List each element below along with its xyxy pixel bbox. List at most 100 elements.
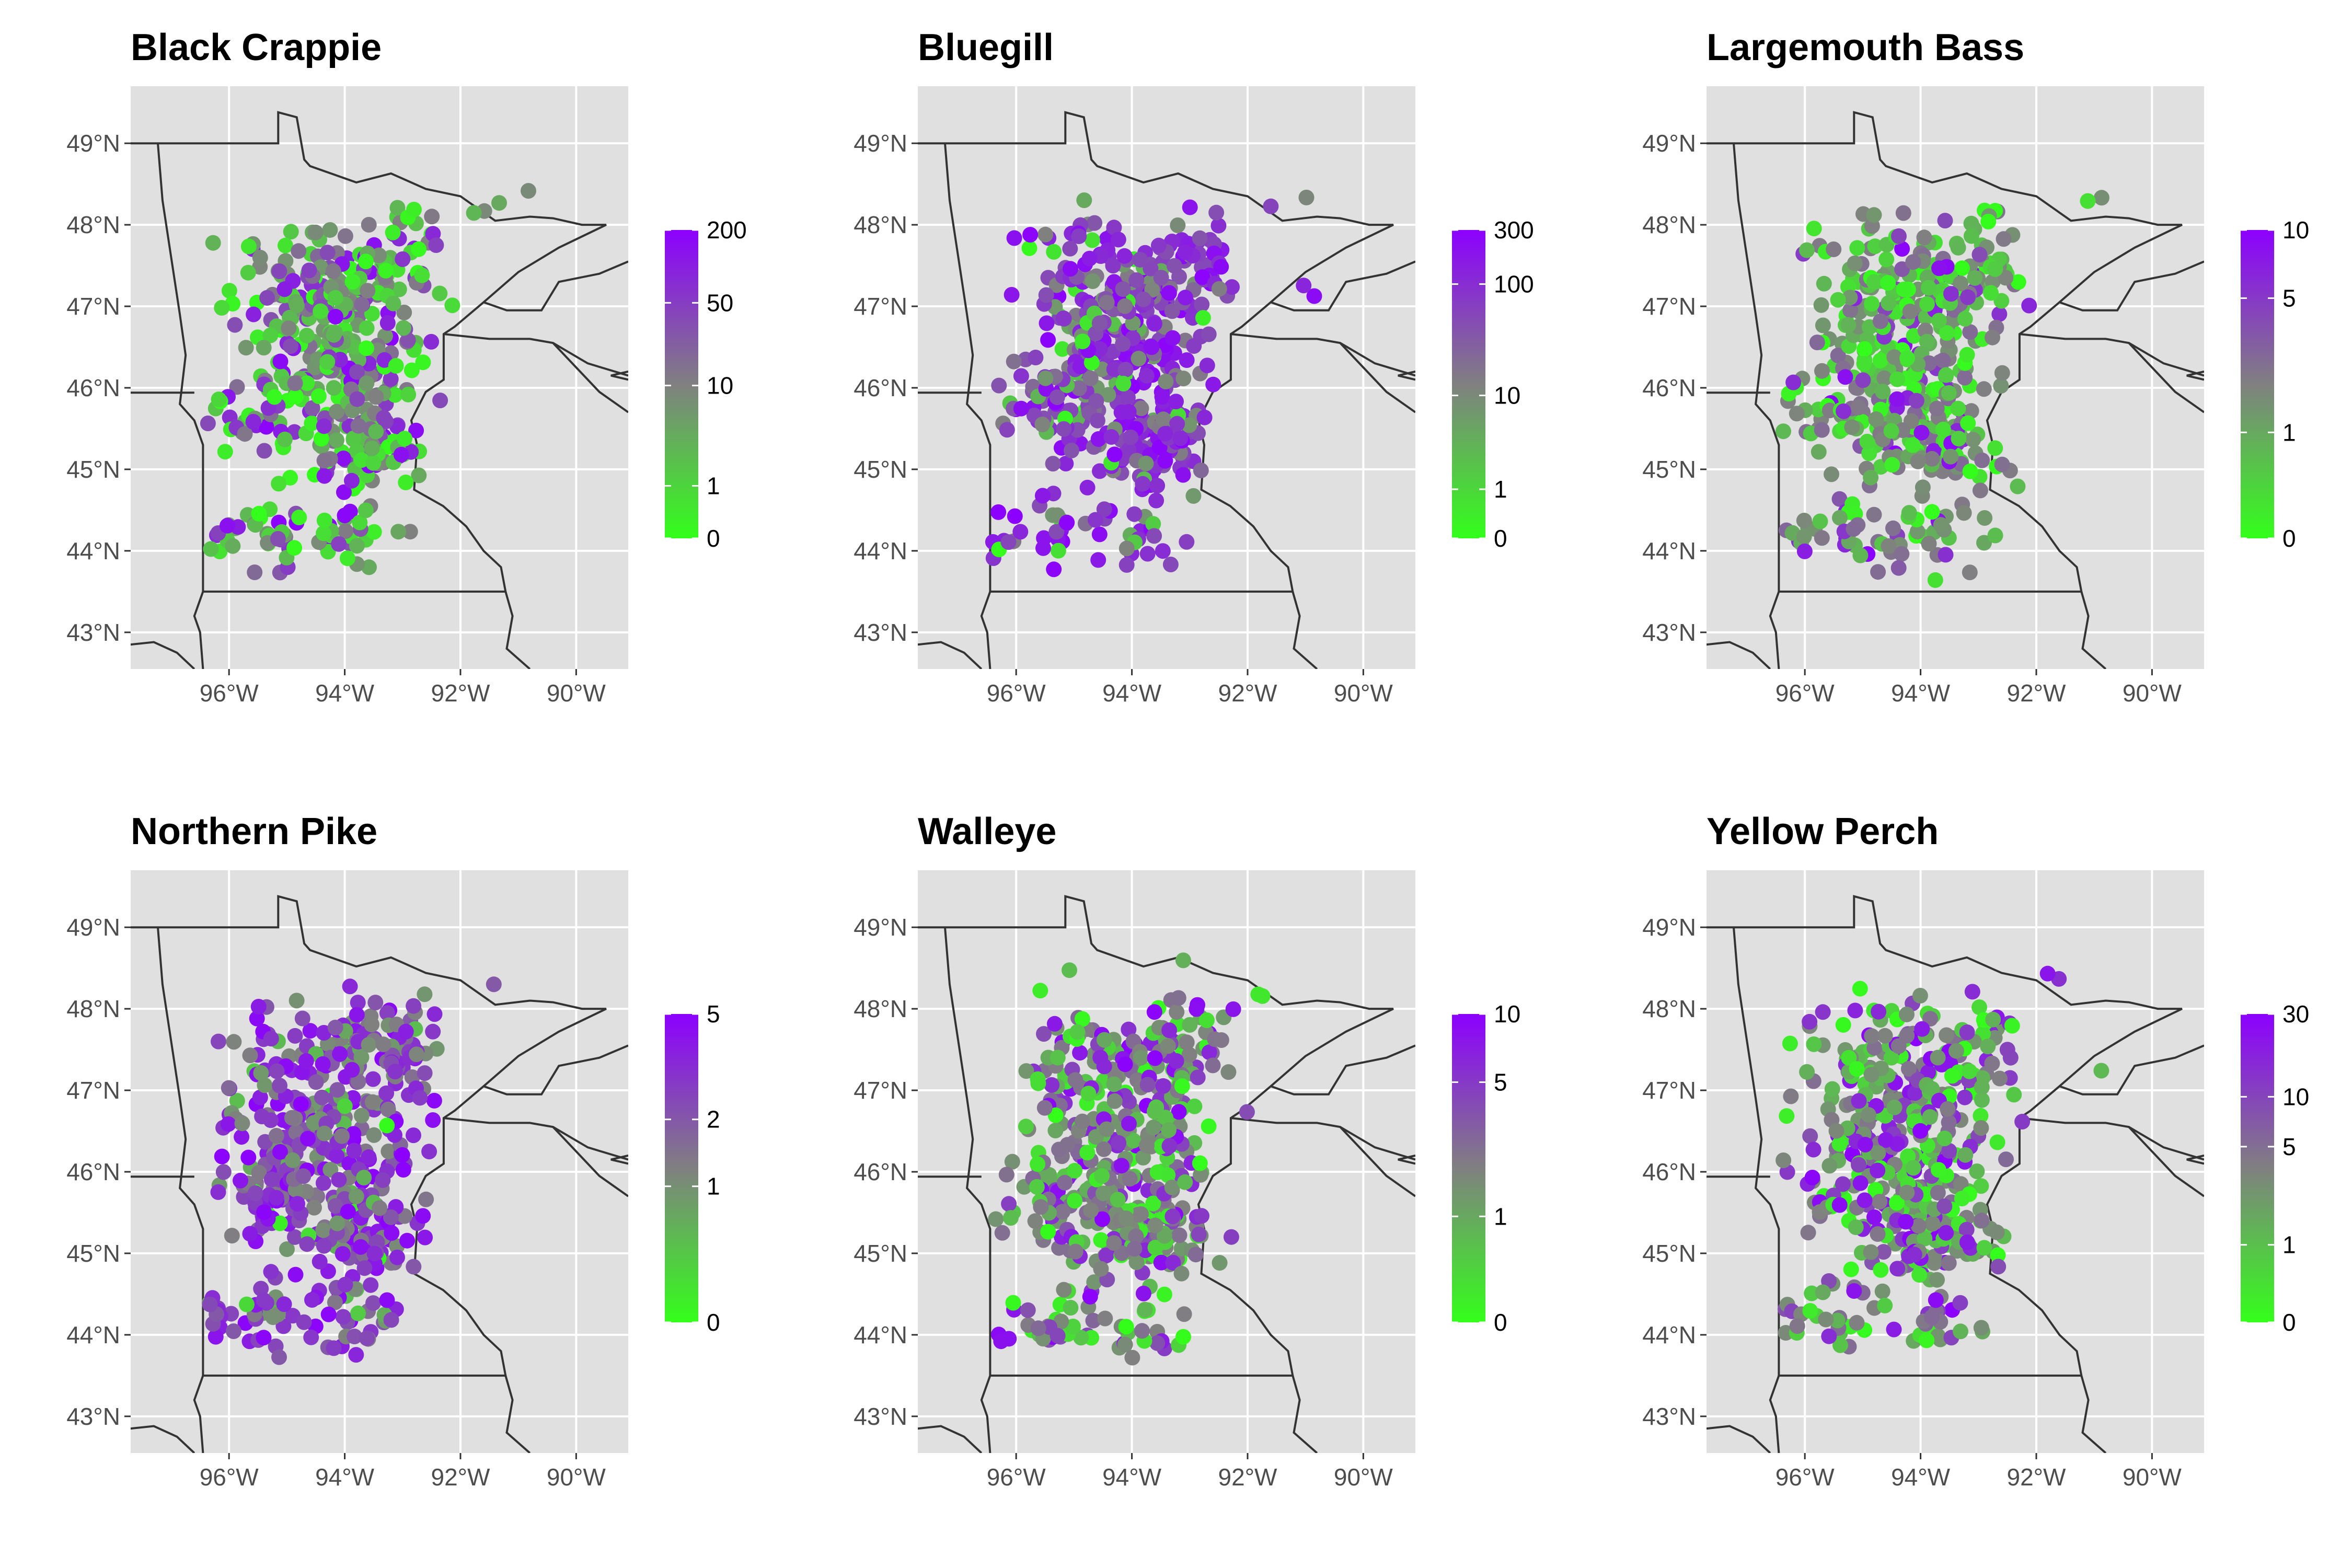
site-point: [287, 388, 304, 405]
lat-tick-label: 45°N: [66, 456, 120, 483]
site-point: [329, 403, 345, 420]
site-point: [1875, 1244, 1892, 1260]
site-point: [1174, 1078, 1190, 1094]
site-point: [247, 564, 263, 580]
site-point: [1035, 540, 1051, 556]
site-point: [1886, 349, 1903, 365]
site-point: [1783, 1088, 1799, 1104]
site-point: [1153, 1254, 1169, 1271]
site-point: [1082, 370, 1099, 386]
site-point: [1224, 279, 1240, 295]
site-point: [1154, 389, 1170, 405]
site-point: [1870, 1226, 1886, 1242]
site-point: [1927, 572, 1943, 588]
site-point: [283, 224, 299, 240]
site-point: [1096, 1141, 1112, 1157]
colorbar-tick-label: 0: [707, 1309, 720, 1336]
site-point: [1050, 1050, 1066, 1066]
site-point: [359, 320, 375, 336]
site-point: [1090, 552, 1106, 568]
site-point: [1175, 952, 1191, 969]
site-point: [315, 1175, 331, 1191]
site-point: [238, 340, 254, 356]
colorbar-tick-label: 2: [707, 1106, 720, 1133]
site-point: [1018, 1119, 1034, 1135]
site-point: [1957, 1147, 1974, 1163]
site-point: [316, 525, 332, 541]
site-point: [1030, 1075, 1046, 1091]
lon-tick-label: 96°W: [200, 1463, 259, 1491]
site-point: [1071, 228, 1087, 244]
site-point: [1895, 422, 1910, 438]
lat-tick-label: 43°N: [1642, 619, 1696, 646]
site-point: [356, 1260, 373, 1276]
site-point: [1840, 317, 1857, 333]
site-point: [1138, 455, 1154, 471]
site-point: [345, 1126, 362, 1142]
site-point: [1832, 1337, 1848, 1353]
lat-tick-label: 43°N: [854, 619, 907, 646]
site-point: [1160, 1167, 1176, 1183]
site-point: [1106, 361, 1122, 377]
site-point: [1996, 231, 2012, 247]
site-point: [335, 1246, 351, 1262]
site-point: [1046, 561, 1062, 578]
colorbar-tick-label: 5: [2282, 1133, 2296, 1160]
site-point: [1886, 1321, 1902, 1338]
site-point: [1805, 1142, 1821, 1158]
site-point: [1880, 275, 1896, 291]
site-point: [287, 1229, 303, 1245]
site-point: [1092, 1050, 1109, 1066]
site-point: [263, 1264, 279, 1280]
site-point: [316, 512, 332, 528]
site-point: [1852, 1175, 1869, 1191]
site-point: [1905, 1160, 1921, 1176]
site-point: [1987, 527, 2003, 544]
site-point: [349, 364, 365, 380]
site-point: [350, 1074, 366, 1090]
site-point: [1971, 999, 1987, 1016]
site-point: [1013, 400, 1029, 417]
site-point: [210, 1184, 226, 1200]
site-point: [1263, 198, 1279, 214]
site-point: [1953, 275, 1969, 292]
site-point: [346, 1143, 362, 1159]
site-point: [1849, 1315, 1865, 1331]
site-point: [1058, 456, 1074, 471]
site-point: [343, 472, 360, 489]
site-point: [1171, 1227, 1187, 1243]
site-point: [1910, 453, 1926, 469]
state-boundary: [552, 1126, 628, 1197]
site-point: [393, 446, 409, 463]
site-point: [379, 1005, 395, 1021]
site-point: [1974, 1213, 1990, 1229]
site-point: [1138, 367, 1155, 384]
site-point: [340, 1204, 356, 1220]
colorbar: [665, 1014, 698, 1322]
panel-title: Northern Pike: [131, 811, 378, 852]
site-point: [221, 283, 237, 299]
site-point: [991, 377, 1007, 394]
site-point: [1886, 1099, 1903, 1115]
site-point: [1799, 1064, 1815, 1080]
site-point: [1055, 310, 1071, 326]
lon-tick-label: 92°W: [2007, 1463, 2066, 1491]
site-point: [1021, 240, 1037, 256]
colorbar-tick-label: 0: [1494, 525, 1507, 552]
site-point: [1872, 1194, 1888, 1210]
site-point: [300, 1131, 316, 1147]
site-point: [263, 1031, 279, 1047]
site-point: [1843, 1261, 1859, 1277]
site-point: [1956, 505, 1972, 521]
site-point: [1139, 546, 1156, 562]
site-point: [408, 422, 424, 439]
site-point: [225, 538, 241, 554]
site-point: [1181, 1047, 1197, 1063]
site-point: [1194, 296, 1210, 313]
site-point: [426, 1006, 443, 1022]
lon-tick-label: 94°W: [1102, 1463, 1162, 1491]
site-point: [1913, 424, 1930, 441]
site-point: [1898, 1214, 1914, 1230]
site-point: [1957, 311, 1973, 327]
site-point: [361, 1037, 377, 1053]
